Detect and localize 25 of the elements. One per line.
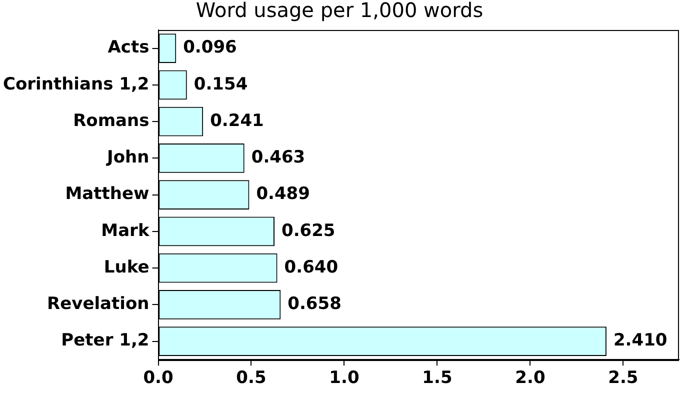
data-label: 0.154 (194, 74, 248, 94)
data-label: 0.463 (251, 148, 306, 168)
x-tick-label: 2.5 (608, 368, 638, 388)
x-tick-label: 0.0 (143, 368, 174, 388)
y-tick-label: Peter 1,2 (61, 330, 150, 351)
data-label: 0.489 (256, 184, 310, 204)
x-tick-label: 2.0 (515, 368, 546, 388)
y-tick-label: Matthew (65, 184, 150, 204)
data-label: 0.658 (288, 294, 342, 314)
y-tick-label: Revelation (46, 294, 150, 314)
data-label: 0.096 (183, 38, 237, 58)
x-tick-label: 1.0 (329, 368, 360, 388)
y-tick-label: John (106, 148, 150, 168)
chart-title: Word usage per 1,000 words (196, 0, 484, 22)
y-tick-label: Acts (108, 38, 150, 58)
y-tick-label: Romans (73, 110, 150, 131)
y-tick-label: Corinthians 1,2 (2, 74, 150, 94)
y-tick-label: Luke (104, 257, 150, 278)
data-label: 0.640 (284, 257, 338, 278)
y-tick-label: Mark (101, 220, 150, 241)
data-label: 0.625 (281, 220, 336, 241)
data-label: 2.410 (613, 330, 668, 351)
x-tick-label: 1.5 (422, 368, 452, 388)
x-tick-label: 0.5 (236, 368, 266, 388)
data-label: 0.241 (210, 110, 264, 131)
